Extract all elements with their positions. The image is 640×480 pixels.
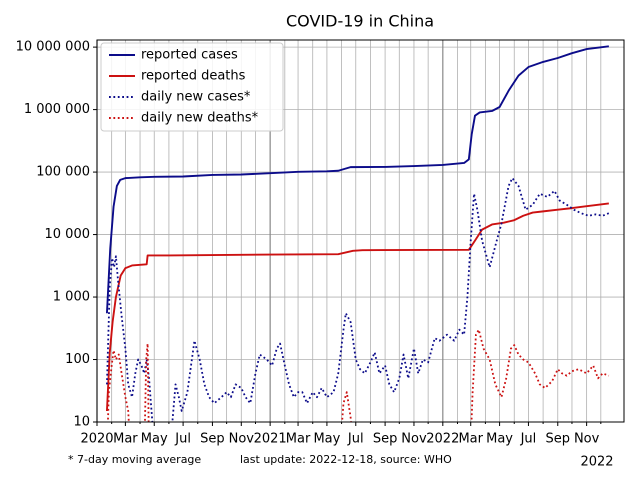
legend-label: daily new deaths* xyxy=(141,111,259,126)
x-tick-label: Jul xyxy=(174,432,191,447)
y-tick-label: 1 000 xyxy=(53,290,90,305)
series-line xyxy=(105,202,609,412)
x-tick-label: Sep xyxy=(200,432,225,447)
plot-frame xyxy=(96,39,625,423)
y-tick-label: 100 000 xyxy=(36,165,90,180)
x-tick-label: 2022 xyxy=(426,432,459,447)
legend-label: reported cases xyxy=(141,48,238,63)
series-line xyxy=(107,328,610,422)
x-tick-label: Nov xyxy=(401,432,427,447)
axes: 10 100 1 000 10 000 100 000 1 000 000 10 000 0… xyxy=(16,40,602,447)
x-tick-label: 2021 xyxy=(254,432,287,447)
x-tick-label: Jul xyxy=(520,432,537,447)
chart-title: COVID-19 in China xyxy=(286,12,434,31)
x-tick-label: Mar xyxy=(458,432,483,447)
plot-lines xyxy=(105,45,610,422)
x-tick-label: May xyxy=(486,432,513,447)
legend: reported cases reported deaths daily new c… xyxy=(100,42,284,132)
footnote: * 7-day moving average xyxy=(68,453,201,466)
y-tick-label: 100 xyxy=(65,352,90,367)
series-line xyxy=(105,45,609,314)
x-tick-label: 2020 xyxy=(80,432,113,447)
x-tick-label: Mar xyxy=(286,432,311,447)
x-tick-label: Sep xyxy=(546,432,571,447)
legend-box xyxy=(100,42,284,132)
x-tick-label: Nov xyxy=(574,432,600,447)
x-tick-label: Nov xyxy=(229,432,255,447)
x-tick-label: Sep xyxy=(373,432,398,447)
y-tick-label: 1 000 000 xyxy=(24,102,90,117)
source-note: last update: 2022-12-18, source: WHO xyxy=(240,453,452,466)
y-tick-label: 10 xyxy=(73,415,90,430)
x-offset-label: 2022 xyxy=(580,455,613,470)
y-tick-label: 10 000 xyxy=(45,227,91,242)
x-tick-label: Mar xyxy=(113,432,138,447)
x-tick-label: Jul xyxy=(347,432,364,447)
x-tick-label: May xyxy=(313,432,340,447)
legend-label: daily new cases* xyxy=(141,90,251,105)
y-tick-label: 10 000 000 xyxy=(16,40,90,55)
x-tick-label: May xyxy=(141,432,168,447)
legend-label: reported deaths xyxy=(141,69,246,84)
